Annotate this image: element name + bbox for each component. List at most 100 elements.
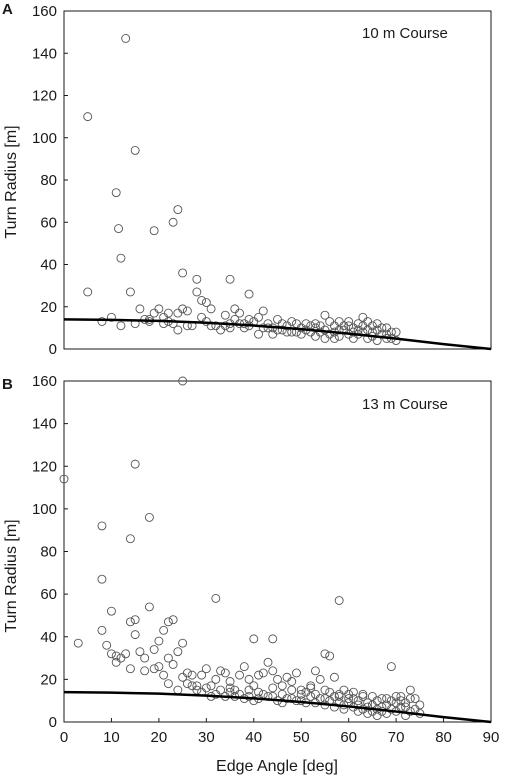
- panel-a-data-point: [382, 323, 392, 333]
- panel-b-data-point: [396, 696, 406, 706]
- panel-b-data-point: [254, 687, 263, 697]
- panel-b-data-point: [282, 672, 292, 682]
- panel-b-data-point: [268, 683, 278, 693]
- panel-b-data-point: [97, 521, 107, 531]
- panel-a-y-tick-label: 60: [40, 214, 57, 231]
- panel-a-data-point: [287, 317, 297, 326]
- panel-b-y-tick-label: 40: [40, 629, 57, 646]
- panel-a-data-point: [386, 327, 396, 337]
- panel-a-plot-frame: [63, 10, 492, 350]
- panel-b-data-point: [111, 651, 121, 661]
- panel-b-data-point: [344, 689, 354, 699]
- panel-a-data-point: [329, 321, 339, 331]
- panel-b-data-point: [334, 596, 344, 605]
- panel-a-data-point: [254, 312, 263, 322]
- panel-b-data-point: [244, 674, 254, 684]
- panel-b-data-point: [73, 638, 83, 648]
- panel-b-data-point: [106, 649, 116, 659]
- panel-b-data-point: [163, 679, 173, 689]
- panel-b-data-point: [116, 653, 126, 663]
- panel-b-data-point: [363, 698, 373, 708]
- panel-b-y-tick-label: 60: [40, 586, 57, 603]
- panel-b-data-point: [130, 630, 140, 640]
- panel-a-data-point: [121, 34, 131, 43]
- panel-b-data-point: [287, 694, 297, 704]
- panel-b-data-point: [211, 593, 221, 603]
- panel-b-data-point: [178, 672, 188, 682]
- panel-a-data-point: [149, 226, 159, 236]
- panel-b-data-point: [239, 662, 249, 672]
- panel-a-data-point: [334, 317, 344, 326]
- panel-b-data-point: [372, 711, 382, 721]
- panel-b-x-tick-label: 20: [151, 729, 168, 746]
- panel-b-data-point: [410, 694, 420, 704]
- panel-b-x-tick-label: 70: [388, 729, 405, 746]
- panel-a-data-point: [348, 327, 358, 337]
- panel-b-data-point: [220, 668, 230, 678]
- panel-b-data-point: [320, 694, 330, 704]
- panel-b-data-point: [292, 668, 301, 678]
- panel-b-data-point: [178, 376, 188, 386]
- panel-a-data-point: [106, 312, 116, 322]
- panel-a-data-point: [178, 304, 188, 314]
- panel-a-data-point: [372, 319, 382, 329]
- panel-a-data-point: [97, 317, 107, 326]
- panel-b-x-tick-label: 90: [483, 729, 500, 746]
- panel-b-data-point: [182, 668, 192, 678]
- panel-b-x-tick-label: 40: [245, 729, 262, 746]
- panel-b-data-point: [140, 653, 150, 663]
- panel-a-data-point: [230, 304, 240, 314]
- panel-b-data-point: [311, 666, 320, 676]
- panel-b-data-point: [225, 683, 235, 693]
- panel-b-data-point: [197, 670, 207, 680]
- panel-b-data-point: [358, 691, 368, 701]
- panel-b-data-point: [405, 685, 415, 695]
- panel-a-data-point: [244, 289, 254, 299]
- panel-b-y-tick-label: 160: [32, 373, 57, 390]
- panel-b-data-point: [254, 670, 263, 680]
- panel-b-data-point: [334, 689, 344, 699]
- panel-a-y-tick-label: 100: [32, 130, 57, 147]
- panel-a-y-tick-label: 80: [40, 172, 57, 189]
- panel-a-data-point: [216, 325, 226, 335]
- panel-b-x-tick-label: 10: [103, 729, 120, 746]
- panel-b-data-point: [358, 689, 368, 699]
- panel-a-data-point: [372, 325, 382, 335]
- panel-b-y-tick-label: 140: [32, 416, 57, 433]
- panel-b-data-point: [320, 685, 330, 695]
- panel-b-y-axis-label: Turn Radius [m]: [3, 519, 20, 632]
- panel-a-data-point: [391, 327, 401, 337]
- panel-b-data-point: [125, 664, 135, 674]
- panel-a-data-point: [244, 314, 254, 324]
- panel-b-data-point: [315, 694, 325, 704]
- panel-b-data-point: [258, 689, 268, 699]
- panel-a-data-point: [173, 325, 183, 335]
- panel-b-y-tick-label: 20: [40, 671, 57, 688]
- panel-b-data-point: [140, 666, 150, 676]
- panel-b-x-tick-label: 50: [293, 729, 310, 746]
- panel-b-data-point: [235, 670, 244, 680]
- panel-b-y-tick-label: 100: [32, 501, 57, 518]
- panel-b-data-point: [377, 694, 387, 704]
- panel-b-data-point: [192, 681, 202, 691]
- panel-b-data-point: [125, 617, 135, 627]
- panel-b-data-point: [173, 685, 183, 695]
- panel-b-data-point: [163, 653, 173, 663]
- panel-b-data-point: [273, 674, 282, 684]
- panel-a-data-point: [206, 321, 216, 331]
- panel-b-data-point: [130, 459, 140, 469]
- panel-b-x-tick-label: 0: [60, 729, 68, 746]
- panel-b-data-point: [396, 691, 406, 701]
- panel-a-data-point: [258, 323, 268, 333]
- panel-b-data-point: [201, 683, 211, 693]
- panel-a: A Turn Radius [m] 020406080100120140160 …: [2, 1, 492, 358]
- panel-b-data-point: [135, 647, 145, 657]
- panel-b-data-point: [334, 691, 344, 701]
- panel-b: B Turn Radius [m] 020406080100120140160 …: [2, 373, 499, 775]
- panel-b-y-tick-label: 0: [49, 714, 57, 731]
- panel-a-data-point: [192, 274, 202, 284]
- panel-a-data-point: [235, 308, 244, 318]
- panel-a-data-point: [192, 287, 202, 297]
- panel-b-data-point: [386, 696, 396, 706]
- panel-a-data-point: [83, 287, 93, 297]
